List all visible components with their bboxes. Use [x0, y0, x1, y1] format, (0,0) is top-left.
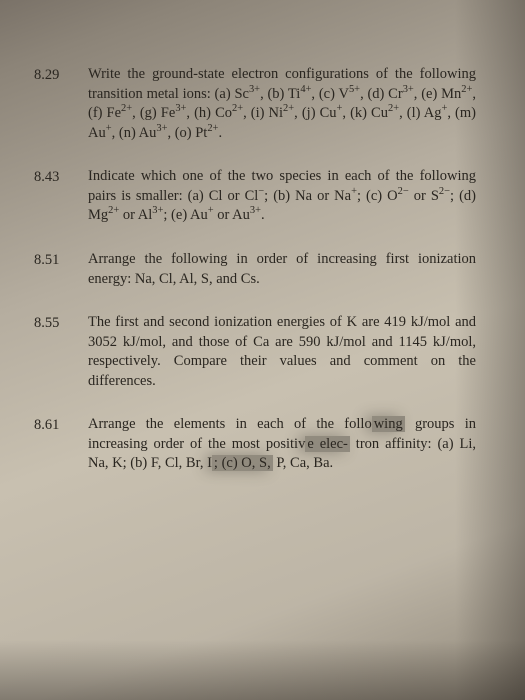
problem-text: The first and second ionization energies…: [88, 313, 476, 391]
problem-text: Arrange the elements in each of the foll…: [88, 415, 476, 474]
problem-text: Arrange the following in order of increa…: [88, 250, 476, 289]
problem-number: 8.51: [34, 250, 88, 289]
problem: 8.51 Arrange the following in order of i…: [34, 250, 476, 289]
page-content: 8.29 Write the ground-state electron con…: [20, 55, 490, 528]
problem-text: Indicate which one of the two species in…: [88, 167, 476, 226]
problem-number: 8.55: [34, 313, 88, 391]
problem-number: 8.61: [34, 415, 88, 474]
page-shadow-bottom: [0, 640, 525, 700]
problem-text: Write the ground-state electron configur…: [88, 65, 476, 143]
problem: 8.43 Indicate which one of the two speci…: [34, 167, 476, 226]
problem: 8.55 The first and second ionization ene…: [34, 313, 476, 391]
problem-number: 8.43: [34, 167, 88, 226]
problem: 8.61 Arrange the elements in each of the…: [34, 415, 476, 474]
problem: 8.29 Write the ground-state electron con…: [34, 65, 476, 143]
problem-number: 8.29: [34, 65, 88, 143]
